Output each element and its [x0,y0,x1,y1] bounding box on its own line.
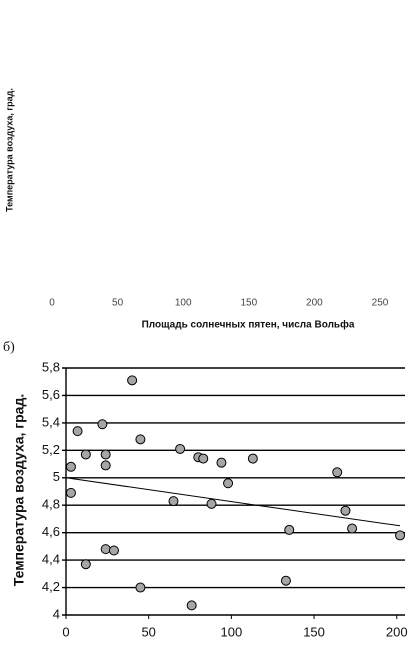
point [80,449,91,460]
point [100,460,111,471]
point [65,487,76,498]
x-tick-label: 50 [141,624,155,639]
point [223,478,234,489]
y-tick-label: 5 [53,469,60,484]
point [216,457,227,468]
y-tick-label: 4,2 [42,579,60,594]
point [108,545,119,556]
point [72,426,83,437]
x-tick-label: 200 [306,298,323,309]
y-tick-label: 5,4 [42,414,60,429]
point [332,467,343,478]
point [186,600,197,611]
point [65,461,76,472]
point [284,524,295,535]
point [347,523,358,534]
point [247,453,258,464]
x-tick-label: 150 [240,298,257,309]
x-tick-label: 100 [175,298,192,309]
point [168,496,179,507]
y-tick-label: 5,2 [42,442,60,457]
point [135,434,146,445]
trend-line [65,477,401,527]
point [135,582,146,593]
point [198,453,209,464]
x-axis-label: Площадь солнечных пятен, числа Вольфа [142,319,355,331]
x-tick-label: 250 [372,298,389,309]
x-tick-label: 100 [221,624,243,639]
point [395,530,406,541]
y-tick-label: 5,8 [42,359,60,374]
x-tick-label: 0 [62,624,69,639]
point [97,419,108,430]
point [100,544,111,555]
x-tick-label: 50 [112,298,124,309]
y-tick-label: 4,4 [42,552,60,567]
y-tick-label: 4 [53,606,60,621]
point [206,498,217,509]
point [175,443,186,454]
x-tick-label: 200 [386,624,408,639]
x-tick-label: 150 [303,624,325,639]
x-tick-label: 0 [49,298,55,309]
y-axis-label: Температура воздуха, град. [4,88,14,212]
y-axis-label: Температура воздуха, град. [11,394,27,587]
y-tick-label: 4,8 [42,497,60,512]
point [340,505,351,516]
y-tick-label: 5,6 [42,387,60,402]
point [280,575,291,586]
point [127,375,138,386]
point [100,449,111,460]
point [80,559,91,570]
y-tick-label: 4,6 [42,524,60,539]
panel-label: б) [3,340,15,355]
